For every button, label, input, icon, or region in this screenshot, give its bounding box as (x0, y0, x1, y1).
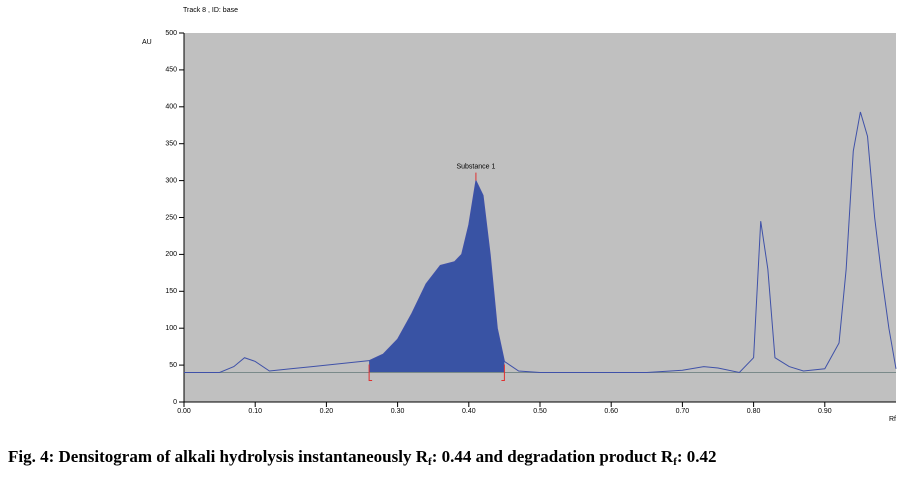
x-tick-label: 0.40 (462, 408, 476, 415)
trace (184, 111, 897, 374)
integration-marker (501, 364, 505, 381)
caption-part: : 0.42 (677, 447, 717, 466)
y-tick-label: 450 (165, 67, 177, 74)
y-tick-label: 300 (165, 177, 177, 184)
y-axis-label: AU (142, 39, 152, 46)
x-tick-label: 0.30 (391, 408, 405, 415)
y-tick-label: 250 (165, 214, 177, 221)
y-tick-label: 200 (165, 251, 177, 258)
y-tick-label: 0 (173, 399, 177, 406)
y-tick-label: 100 (165, 325, 177, 332)
caption-sub: f (673, 456, 677, 468)
y-tick-label: 400 (165, 104, 177, 111)
x-tick-label: 0.80 (747, 408, 761, 415)
peak-area (369, 180, 505, 373)
x-tick-label: 0.20 (320, 408, 334, 415)
y-tick-label: 150 (165, 288, 177, 295)
x-tick-label: 0.60 (604, 408, 618, 415)
x-axis-label: Rf (889, 416, 896, 423)
chart-title: Track 8 , ID: base (183, 7, 238, 14)
x-tick-label: 0.00 (177, 408, 191, 415)
caption: Fig. 4: Densitogram of alkali hydrolysis… (8, 447, 717, 468)
x-tick-label: 0.50 (533, 408, 547, 415)
y-tick-label: 350 (165, 141, 177, 148)
caption-part: Fig. 4: Densitogram of alkali hydrolysis… (8, 447, 429, 466)
caption-part: : 0.44 and degradation product R (432, 447, 674, 466)
y-tick-label: 500 (165, 30, 177, 37)
integration-marker (368, 364, 373, 381)
plot-area (184, 33, 896, 402)
x-tick-label: 0.10 (248, 408, 262, 415)
y-tick-label: 50 (169, 362, 177, 369)
x-tick-label: 0.70 (676, 408, 690, 415)
x-tick-label: 0.90 (818, 408, 832, 415)
caption-sub: f (428, 456, 432, 468)
annotation: Substance 1 (456, 163, 495, 170)
